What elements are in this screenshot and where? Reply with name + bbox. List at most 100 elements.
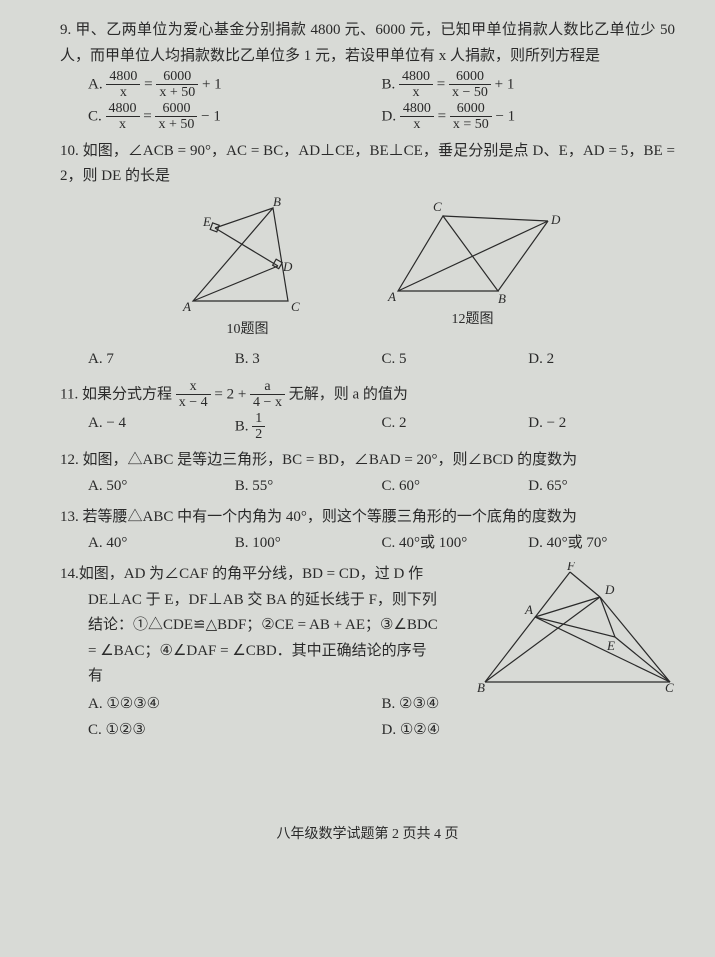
q10-opt-a: A. 7: [88, 347, 235, 373]
q11-number: 11.: [60, 386, 78, 402]
q13-stem: 13. 若等腰△ABC 中有一个内角为 40°，则这个等腰三角形的一个底角的度数…: [60, 505, 675, 531]
q14-line5: 有: [60, 664, 465, 690]
fig10-label-b: B: [273, 196, 281, 209]
fig12-label-a: A: [387, 289, 396, 304]
q9-b-rhs: 6000x − 50: [449, 69, 491, 101]
q9-a-tail: + 1: [202, 76, 222, 92]
q11-opt-b: B. 12: [235, 411, 382, 443]
figure-14: A B C D E F: [475, 562, 675, 692]
q10-opt-d: D. 2: [528, 347, 675, 373]
q9-d-tail: − 1: [495, 108, 515, 124]
q9-c-label: C.: [88, 108, 102, 124]
question-10: 10. 如图，∠ACB = 90°，AC = BC，AD⊥CE，BE⊥CE，垂足…: [60, 139, 675, 373]
question-13: 13. 若等腰△ABC 中有一个内角为 40°，则这个等腰三角形的一个底角的度数…: [60, 505, 675, 556]
q9-number: 9.: [60, 22, 71, 38]
q9-text: 甲、乙两单位为爱心基金分别捐款 4800 元、6000 元，已知甲单位捐款人数比…: [60, 22, 675, 64]
question-11: 11. 如果分式方程 xx − 4 = 2 + a4 − x 无解，则 a 的值…: [60, 379, 675, 443]
q12-opt-c: C. 60°: [382, 474, 529, 500]
fig12-label-b: B: [498, 291, 506, 306]
q11-mid: = 2 +: [214, 386, 250, 402]
figure-12: A B C D 12题图: [383, 196, 563, 342]
q9-d-lhs: 4800x: [400, 101, 434, 133]
q13-options: A. 40° B. 100° C. 40°或 100° D. 40°或 70°: [60, 531, 675, 557]
fig14-label-c: C: [665, 680, 674, 692]
q14-options: A. ①②③④ B. ②③④ C. ①②③ D. ①②④: [60, 692, 675, 743]
question-12: 12. 如图，△ABC 是等边三角形，BC = BD，∠BAD = 20°，则∠…: [60, 448, 675, 499]
question-14: 14.如图，AD 为∠CAF 的角平分线，BD = CD，过 D 作 DE⊥AC…: [60, 562, 675, 743]
q10-number: 10.: [60, 143, 79, 159]
fig14-label-b: B: [477, 680, 485, 692]
page-footer: 八年级数学试题第 2 页共 4 页: [60, 823, 675, 847]
q12-opt-a: A. 50°: [88, 474, 235, 500]
q11-opt-a: A. − 4: [88, 411, 235, 443]
q9-b-tail: + 1: [495, 76, 515, 92]
fig12-label-c: C: [433, 199, 442, 214]
q14-stem: 14.如图，AD 为∠CAF 的角平分线，BD = CD，过 D 作 DE⊥AC…: [60, 562, 465, 692]
fig10-label-c: C: [291, 299, 300, 314]
q9-c-eq: =: [143, 108, 155, 124]
q12-number: 12.: [60, 452, 79, 468]
q14-line3: 结论：①△CDE≌△BDF；②CE = AB + AE；③∠BDC: [60, 613, 465, 639]
q13-number: 13.: [60, 509, 79, 525]
q9-c-tail: − 1: [201, 108, 221, 124]
q9-c-rhs: 6000x + 50: [155, 101, 197, 133]
q10-figures: A B C D E 10题图 A B C: [60, 196, 675, 342]
q9-options: A. 4800x = 6000x + 50 + 1 B. 4800x = 600…: [60, 69, 675, 133]
q13-opt-b: B. 100°: [235, 531, 382, 557]
q9-opt-a: A. 4800x = 6000x + 50 + 1: [88, 69, 382, 101]
q9-a-lhs: 4800x: [106, 69, 140, 101]
q10-opt-c: C. 5: [382, 347, 529, 373]
figure-12-svg: A B C D: [383, 196, 563, 306]
fig14-label-e: E: [606, 638, 615, 653]
q9-c-lhs: 4800x: [106, 101, 140, 133]
q13-opt-a: A. 40°: [88, 531, 235, 557]
q14-opt-c: C. ①②③: [88, 718, 382, 744]
q9-opt-b: B. 4800x = 6000x − 50 + 1: [382, 69, 676, 101]
q11-b-frac: 12: [252, 411, 265, 443]
figure-10-svg: A B C D E: [173, 196, 323, 316]
fig14-label-a: A: [524, 602, 533, 617]
q9-d-label: D.: [382, 108, 397, 124]
q12-opt-b: B. 55°: [235, 474, 382, 500]
q10-stem: 10. 如图，∠ACB = 90°，AC = BC，AD⊥CE，BE⊥CE，垂足…: [60, 139, 675, 190]
q10-options: A. 7 B. 3 C. 5 D. 2: [60, 347, 675, 373]
q11-lhs: xx − 4: [176, 379, 211, 411]
fig14-label-d: D: [604, 582, 615, 597]
fig10-label-e: E: [202, 214, 211, 229]
q11-post: 无解，则 a 的值为: [289, 386, 408, 402]
q9-a-label: A.: [88, 76, 103, 92]
q9-opt-d: D. 4800x = 6000x = 50 − 1: [382, 101, 676, 133]
figure-10-caption: 10题图: [173, 318, 323, 342]
q9-stem: 9. 甲、乙两单位为爱心基金分别捐款 4800 元、6000 元，已知甲单位捐款…: [60, 18, 675, 69]
fig14-label-f: F: [566, 562, 576, 573]
q9-d-eq: =: [438, 108, 450, 124]
q13-opt-c: C. 40°或 100°: [382, 531, 529, 557]
q9-a-eq: =: [144, 76, 156, 92]
q14-line1: 如图，AD 为∠CAF 的角平分线，BD = CD，过 D 作: [79, 566, 423, 582]
figure-10: A B C D E 10题图: [173, 196, 323, 342]
q12-text: 如图，△ABC 是等边三角形，BC = BD，∠BAD = 20°，则∠BCD …: [83, 452, 578, 468]
q11-pre: 如果分式方程: [82, 386, 176, 402]
q11-rhs: a4 − x: [250, 379, 285, 411]
q11-b-label: B.: [235, 418, 253, 434]
q14-number: 14.: [60, 566, 79, 582]
q14-opt-b: B. ②③④: [382, 692, 676, 718]
q11-stem: 11. 如果分式方程 xx − 4 = 2 + a4 − x 无解，则 a 的值…: [60, 379, 675, 411]
fig12-label-d: D: [550, 212, 561, 227]
q9-a-rhs: 6000x + 50: [156, 69, 198, 101]
q9-b-eq: =: [437, 76, 449, 92]
q9-d-rhs: 6000x = 50: [450, 101, 492, 133]
q11-opt-c: C. 2: [382, 411, 529, 443]
q12-opt-d: D. 65°: [528, 474, 675, 500]
q10-text: 如图，∠ACB = 90°，AC = BC，AD⊥CE，BE⊥CE，垂足分别是点…: [60, 143, 675, 185]
q11-opt-d: D. − 2: [528, 411, 675, 443]
q14-opt-d: D. ①②④: [382, 718, 676, 744]
q13-text: 若等腰△ABC 中有一个内角为 40°，则这个等腰三角形的一个底角的度数为: [83, 509, 577, 525]
figure-14-svg: A B C D E F: [475, 562, 675, 692]
q9-opt-c: C. 4800x = 6000x + 50 − 1: [88, 101, 382, 133]
q9-b-lhs: 4800x: [399, 69, 433, 101]
q11-options: A. − 4 B. 12 C. 2 D. − 2: [60, 411, 675, 443]
q9-b-label: B.: [382, 76, 396, 92]
question-9: 9. 甲、乙两单位为爱心基金分别捐款 4800 元、6000 元，已知甲单位捐款…: [60, 18, 675, 133]
figure-12-caption: 12题图: [383, 308, 563, 332]
